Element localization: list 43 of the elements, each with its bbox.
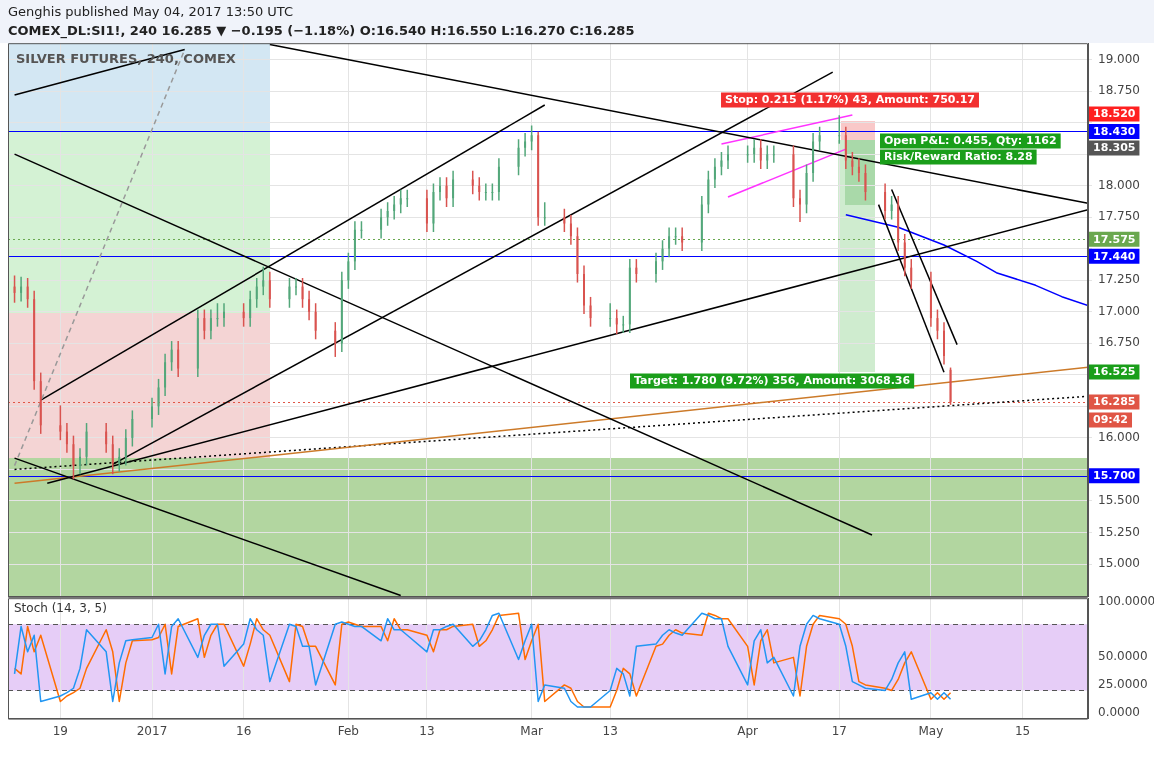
y-tick-label: 18.750: [1098, 83, 1140, 98]
y-tick-label: 16.000: [1098, 430, 1140, 445]
annotation: Target: 1.780 (9.72%) 356, Amount: 3068.36: [634, 374, 911, 388]
chart-title: Stoch (14, 3, 5): [14, 601, 107, 616]
ref-line-label: 16.285: [1093, 395, 1136, 409]
x-tick-label: 13: [602, 723, 618, 738]
x-tick-label: 13: [419, 723, 435, 738]
y-tick-label: 15.000: [1098, 556, 1140, 571]
y-tick-label: 0.0000: [1098, 704, 1140, 719]
y-tick-label: 18.000: [1098, 177, 1140, 192]
annotation: SILVER FUTURES, 240, COMEX: [16, 51, 236, 67]
x-tick-label: Mar: [520, 723, 544, 738]
y-tick-label: 15.500: [1098, 493, 1140, 508]
ref-line-label: 15.700: [1093, 469, 1136, 483]
annotation: Risk/Reward Ratio: 8.28: [884, 150, 1033, 164]
ref-line-label: 18.430: [1093, 124, 1136, 138]
chart-subtitle: COMEX_DL:SI1!, 240 16.285 ▼ −0.195 (−1.18%) O:16.540 H:16.550 L:16.270 C:16.285: [8, 22, 636, 40]
x-tick-label: 16: [236, 723, 252, 738]
y-tick-label: 17.000: [1098, 303, 1140, 318]
x-tick-label: Feb: [337, 723, 359, 738]
x-tick-label: 2017: [136, 723, 168, 738]
y-tick-label: 17.250: [1098, 272, 1140, 287]
x-tick-label: 17: [831, 723, 847, 738]
annotation: Open P&L: 0.455, Qty: 1162: [884, 134, 1057, 148]
ref-line-label: 17.575: [1093, 232, 1136, 246]
chart-title: Genghis published May 04, 2017 13:50 UTC: [8, 3, 295, 21]
y-tick-label: 25.0000: [1098, 677, 1148, 692]
y-tick-label: 50.0000: [1098, 649, 1148, 664]
x-tick-label: May: [918, 723, 944, 738]
y-tick-label: 16.750: [1098, 335, 1140, 350]
text: 18.305: [1093, 141, 1136, 155]
text: 18.520: [1093, 107, 1136, 121]
y-tick-label: 19.000: [1098, 51, 1140, 66]
x-tick-label: Apr: [737, 723, 759, 738]
annotation: Stop: 0.215 (1.17%) 43, Amount: 750.17: [725, 93, 975, 107]
text: 09:42: [1093, 413, 1129, 427]
y-tick-label: 17.750: [1098, 209, 1140, 224]
y-tick-label: 100.0000: [1098, 594, 1154, 609]
ref-line-label: 17.440: [1093, 249, 1136, 263]
x-tick-label: 19: [52, 723, 68, 738]
y-tick-label: 15.250: [1098, 524, 1140, 539]
text: 16.525: [1093, 365, 1136, 379]
x-tick-label: 15: [1014, 723, 1031, 738]
